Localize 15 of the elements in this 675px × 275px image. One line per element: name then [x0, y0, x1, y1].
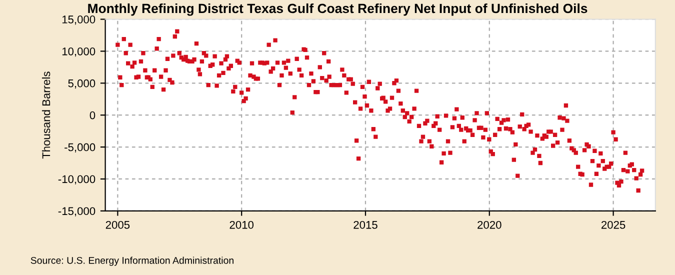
- y-tick-label: -15,000: [58, 207, 96, 216]
- y-tick-label: 0: [90, 111, 96, 120]
- chart-title: Monthly Refining District Texas Gulf Coast Refinery Net Input of Unfinished Oils: [88, 3, 588, 16]
- x-tick-label: 2010: [230, 220, 254, 229]
- x-tick-label: 2015: [354, 220, 378, 229]
- y-tick-label: -10,000: [58, 175, 96, 184]
- x-tick-label: 2005: [106, 220, 130, 229]
- y-axis-title: Thousand Barrels: [42, 72, 50, 159]
- x-tick-label: 2025: [602, 220, 626, 229]
- source-note: Source: U.S. Energy Information Administration: [30, 256, 234, 266]
- y-tick-label: 5,000: [68, 79, 96, 89]
- x-tick-label: 2020: [478, 220, 502, 229]
- y-tick-label: -5,000: [64, 143, 96, 152]
- y-tick-label: 10,000: [62, 47, 96, 57]
- y-tick-label: 15,000: [62, 16, 96, 25]
